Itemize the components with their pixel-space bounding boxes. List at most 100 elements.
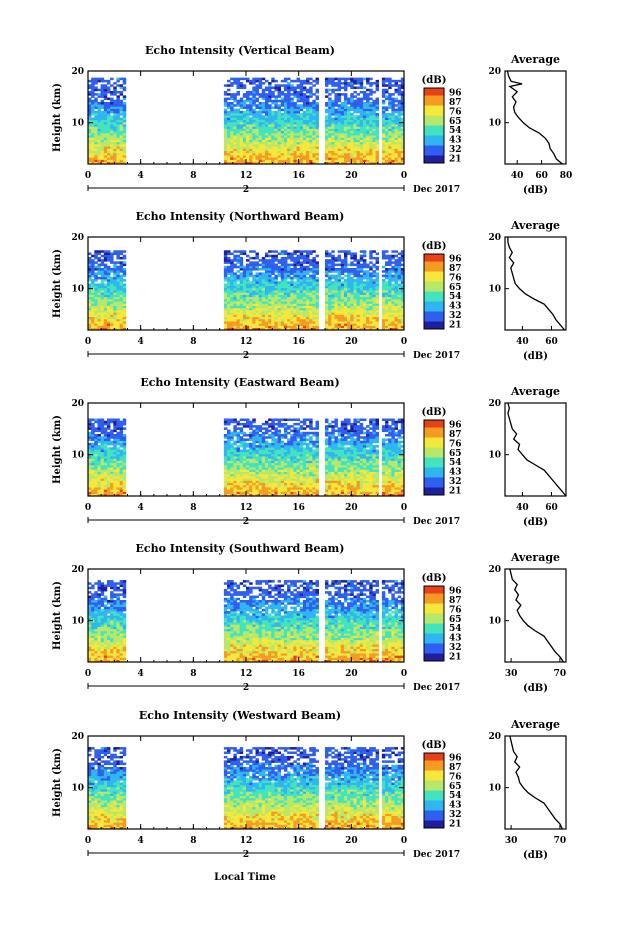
heatmap-cell [116, 471, 120, 475]
heatmap-cell [391, 285, 395, 289]
heatmap-cell [119, 108, 124, 112]
heatmap-cell [283, 294, 288, 298]
heatmap-cell [97, 102, 101, 105]
heatmap-cell [372, 299, 376, 302]
heatmap-cell [227, 104, 231, 107]
heatmap-cell [97, 265, 101, 269]
colorbar-segment [424, 150, 444, 154]
heatmap-cell [116, 265, 120, 269]
heatmap-cell [325, 139, 329, 143]
heatmap-cell [375, 148, 380, 152]
heatmap-cell [347, 303, 351, 306]
heatmap-cell [343, 113, 348, 116]
heatmap-cell [122, 133, 127, 136]
heatmap-cell [255, 88, 259, 92]
heatmap-cell [106, 476, 111, 479]
heatmap-cell [242, 327, 247, 331]
heatmap-cell [242, 157, 247, 160]
heatmap-cell [122, 110, 127, 114]
heatmap-cell [233, 124, 237, 127]
heatmap-cell [388, 272, 392, 275]
heatmap-cell [239, 250, 244, 253]
heatmap-cell [343, 305, 348, 309]
heatmap-cell [94, 323, 98, 326]
heatmap-cell [227, 323, 231, 326]
heatmap-cell [343, 316, 348, 320]
heatmap-cell [258, 124, 263, 127]
heatmap-cell [239, 110, 244, 114]
heatmap-cell [359, 254, 364, 258]
heatmap-cell [116, 462, 120, 466]
heatmap-cell [347, 102, 351, 105]
heatmap-cell [106, 144, 111, 147]
heatmap-cell [366, 102, 370, 105]
heatmap-cell [230, 150, 234, 154]
heatmap-cell [369, 292, 373, 295]
heatmap-cell [261, 161, 266, 165]
heatmap-cell [268, 296, 272, 300]
heatmap-cell [299, 108, 304, 112]
heatmap-cell [306, 272, 310, 275]
heatmap-cell [337, 150, 342, 154]
heatmap-cell [233, 265, 237, 269]
heatmap-cell [302, 307, 307, 311]
heatmap-cell [236, 141, 240, 145]
heatmap-cell [97, 290, 101, 293]
heatmap-cell [359, 124, 364, 127]
heatmap-cell [103, 287, 108, 291]
heatmap-cell [397, 263, 402, 267]
heatmap-cell [299, 299, 304, 302]
heatmap-cell [239, 290, 244, 293]
heatmap-cell [362, 283, 367, 287]
heatmap-cell [362, 325, 367, 329]
heatmap-cell [233, 287, 237, 291]
heatmap-cell [113, 303, 117, 306]
heatmap-cell [277, 290, 282, 293]
colorbar-tick-label: 43 [449, 136, 462, 146]
heatmap-cell [255, 117, 259, 121]
heatmap-cell [223, 90, 228, 94]
heatmap-cell [264, 265, 269, 269]
heatmap-cell [239, 119, 244, 123]
heatmap-cell [264, 274, 269, 278]
heatmap-cell [388, 261, 392, 264]
heatmap-cell [350, 99, 354, 103]
heatmap-cell [312, 148, 316, 152]
heatmap-cell [94, 445, 98, 448]
heatmap-cell [271, 113, 275, 116]
heatmap-cell [290, 148, 294, 152]
heatmap-cell [385, 305, 389, 309]
heatmap-cell [252, 77, 256, 81]
heatmap-cell [306, 279, 310, 282]
heatmap-cell [372, 121, 376, 125]
heatmap-cell [375, 259, 380, 262]
heatmap-cell [306, 254, 310, 258]
heatmap-cell [94, 106, 98, 109]
heatmap-cell [119, 133, 124, 136]
heatmap-cell [97, 460, 101, 464]
heatmap-cell [268, 121, 272, 125]
heatmap-cell [309, 113, 313, 116]
heatmap-cell [113, 270, 117, 273]
heatmap-cell [122, 135, 127, 138]
heatmap-cell [223, 157, 228, 160]
heatmap-cell [116, 489, 120, 492]
heatmap-cell [287, 115, 291, 118]
heatmap-cell [227, 144, 231, 147]
heatmap-cell [283, 314, 288, 318]
heatmap-cell [271, 299, 275, 302]
heatmap-cell [91, 487, 95, 490]
heatmap-cell [350, 303, 354, 306]
heatmap-cell [290, 252, 294, 256]
heatmap-cell [315, 113, 319, 116]
heatmap-cell [116, 130, 120, 134]
heatmap-cell [331, 281, 335, 284]
heatmap-cell [337, 146, 342, 149]
heatmap-cell [309, 318, 313, 322]
heatmap-cell [350, 307, 354, 311]
heatmap-cell [227, 276, 231, 280]
heatmap-cell [277, 148, 282, 152]
heatmap-cell [309, 327, 313, 331]
heatmap-cell [91, 327, 95, 331]
heatmap-cell [391, 292, 395, 295]
